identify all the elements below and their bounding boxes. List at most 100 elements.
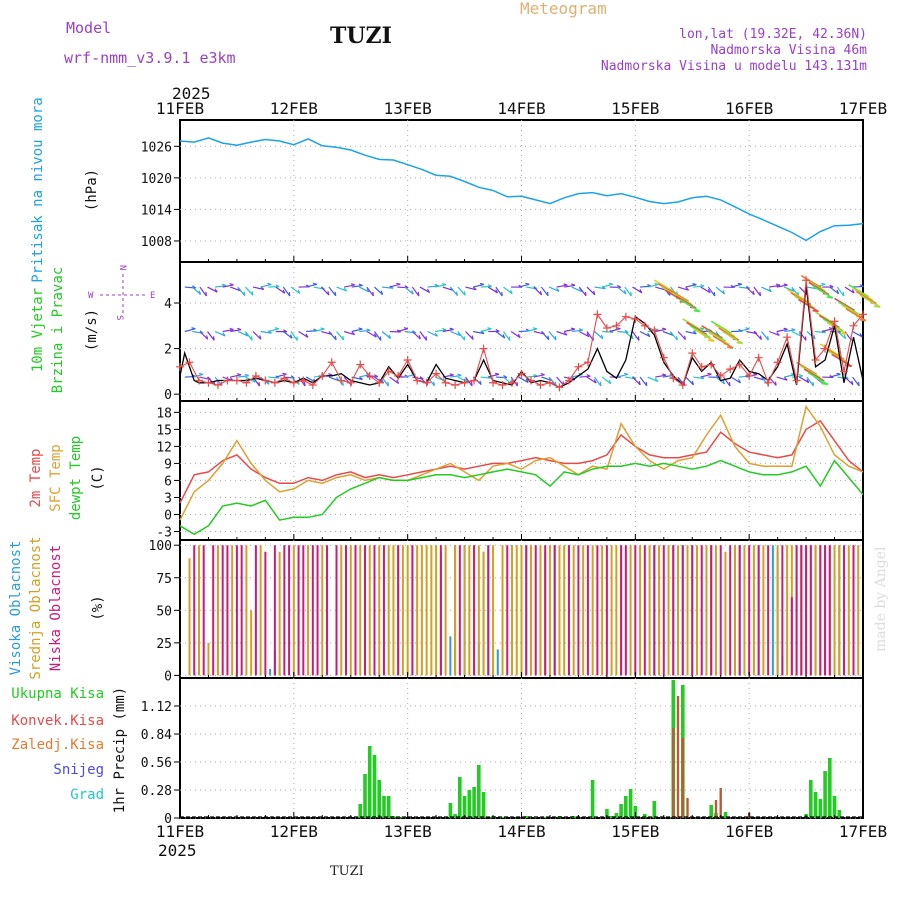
wind-barb bbox=[753, 376, 765, 381]
wind-barb-head bbox=[381, 379, 385, 384]
wind-barb-head bbox=[503, 375, 508, 379]
wind-barb-head bbox=[654, 282, 659, 286]
wind-gust-marker bbox=[593, 310, 602, 319]
wind-gust-marker bbox=[840, 367, 849, 376]
series-2m-temp bbox=[179, 419, 864, 504]
wind-barb-head bbox=[222, 283, 227, 287]
precip-bar-total bbox=[377, 780, 381, 818]
wind-barb bbox=[381, 331, 391, 339]
wind-barb bbox=[359, 286, 370, 293]
wind-gust-marker bbox=[327, 358, 336, 367]
mid-cloud-label: Srednja Oblacnost bbox=[28, 536, 44, 679]
wind-gust-marker bbox=[745, 371, 754, 380]
wind-barb bbox=[540, 286, 549, 297]
precip-bar-total bbox=[453, 814, 457, 818]
wind-barb-head bbox=[857, 381, 860, 386]
wind-barb-head bbox=[380, 290, 384, 295]
precip-bar-total bbox=[813, 792, 818, 818]
wind-barb-head bbox=[229, 327, 234, 331]
wind-barb-head bbox=[639, 289, 643, 294]
wind-gust-barb bbox=[799, 364, 821, 379]
wind-gust-barb bbox=[834, 297, 855, 312]
wind-gust-marker bbox=[403, 355, 412, 364]
wind-barb-head bbox=[623, 372, 629, 375]
wind-barb bbox=[602, 330, 614, 333]
wind-barb bbox=[503, 286, 513, 295]
wind-barb bbox=[397, 328, 409, 333]
wind-gust-marker bbox=[422, 378, 431, 387]
wind-barb-head bbox=[350, 283, 356, 286]
precip-bar-total bbox=[500, 817, 505, 818]
wind-gust-barb-head bbox=[845, 364, 852, 368]
wind-barb-head bbox=[675, 336, 678, 341]
x-label-top: 15FEB bbox=[611, 99, 659, 118]
temp-unit: (C) bbox=[90, 465, 106, 490]
wind-barb bbox=[556, 376, 565, 386]
wind-barb bbox=[321, 330, 333, 336]
wind-gust-marker bbox=[508, 378, 517, 387]
y-tick-label: 3 bbox=[164, 491, 172, 506]
wind-barb-head bbox=[829, 284, 834, 288]
wind-barb-head bbox=[616, 327, 621, 330]
wind-barb bbox=[480, 376, 492, 379]
wind-barb bbox=[564, 284, 576, 288]
wind-barb-head bbox=[843, 334, 847, 339]
precip-bar-total bbox=[386, 796, 391, 818]
precip-bar-total bbox=[652, 801, 657, 818]
wind-barb bbox=[632, 331, 640, 341]
wind-barb bbox=[784, 329, 796, 333]
wind-barb-head bbox=[404, 285, 409, 289]
wind-barb bbox=[480, 285, 492, 288]
wind-gust-marker bbox=[859, 310, 867, 319]
wind-gust-barb bbox=[686, 321, 707, 336]
wind-barb bbox=[313, 328, 325, 333]
wind-barb bbox=[677, 331, 686, 341]
wind-gust-marker bbox=[678, 381, 687, 390]
precip-bar-convective bbox=[676, 696, 680, 818]
wind-barb bbox=[624, 331, 634, 340]
legend-total-precip: Ukupna Kisa bbox=[11, 686, 104, 702]
wind-gust-marker bbox=[337, 376, 346, 385]
wind-barb-head bbox=[722, 290, 726, 295]
wind-gust-barb bbox=[701, 325, 723, 339]
wind-barb-head bbox=[707, 288, 711, 294]
wind-barb-head bbox=[342, 381, 344, 386]
wind-barb bbox=[798, 331, 807, 341]
wind-barb bbox=[328, 286, 337, 297]
wind-gust-barb bbox=[675, 295, 697, 309]
precip-bar-total bbox=[837, 810, 842, 818]
x-label-bottom: 17FEB bbox=[839, 822, 887, 841]
wind-barb-head bbox=[366, 328, 371, 332]
x-label-bottom: 11FEB bbox=[156, 822, 204, 841]
wind-barb bbox=[435, 329, 447, 333]
wind-barb bbox=[230, 329, 242, 333]
x-label-bottom: 14FEB bbox=[497, 822, 545, 841]
wind-gust-marker bbox=[517, 369, 526, 378]
wind-barb bbox=[495, 331, 506, 339]
year-bottom: 2025 bbox=[158, 841, 197, 860]
pressure-unit: (hPa) bbox=[84, 169, 100, 211]
wind-barb-head bbox=[775, 283, 781, 286]
wind-barb bbox=[685, 330, 697, 335]
wind-barb-head bbox=[517, 333, 521, 338]
wind-gust-barb bbox=[679, 298, 701, 313]
wind-gust-barb bbox=[714, 323, 736, 338]
y-tick-label: -3 bbox=[156, 525, 172, 540]
wind-barb-head bbox=[471, 335, 474, 340]
model-name: wrf-nmm_v3.9.1 e3km bbox=[64, 49, 236, 67]
wind-barb bbox=[411, 286, 420, 297]
wind-barb bbox=[647, 376, 659, 382]
wind-barb bbox=[822, 328, 833, 333]
wind-barb bbox=[806, 376, 814, 387]
wind-barb-head bbox=[412, 330, 417, 334]
wind-gust-marker bbox=[346, 378, 355, 387]
precip-bar-total bbox=[723, 812, 728, 818]
wind-barb bbox=[578, 286, 587, 297]
credit-label: made by Angel bbox=[873, 546, 889, 652]
wind-barb bbox=[723, 376, 731, 387]
wind-barb bbox=[306, 283, 317, 288]
wind-barb-head bbox=[282, 372, 287, 375]
wind-barb bbox=[571, 286, 583, 293]
wind-barb-head bbox=[250, 336, 253, 341]
